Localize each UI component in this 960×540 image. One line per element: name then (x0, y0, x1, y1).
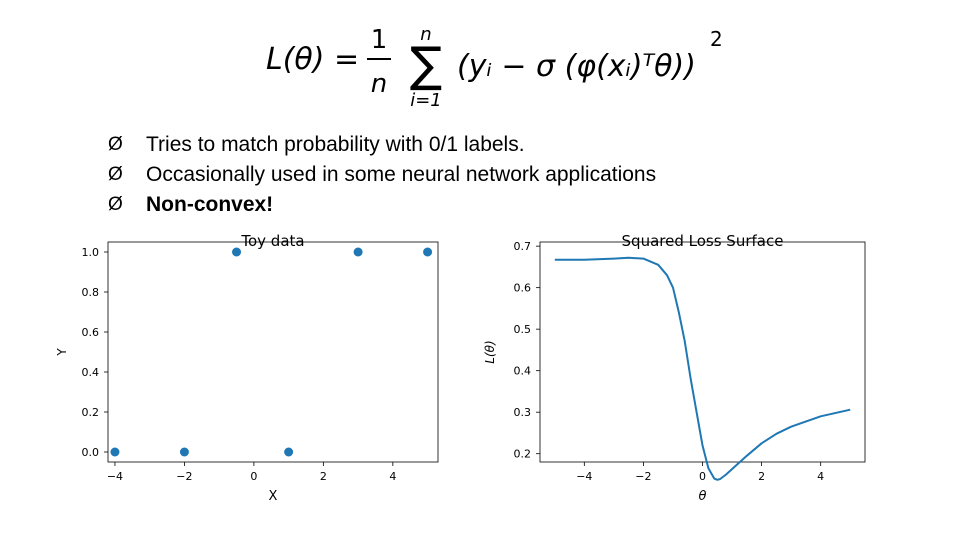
y-tick-label: 0.6 (514, 282, 532, 295)
formula-frac-den: n (371, 69, 387, 99)
formula-power: 2 (710, 27, 723, 51)
y-axis-label: Y (55, 348, 69, 357)
y-tick-label: 0.2 (82, 406, 100, 419)
x-tick-label: 0 (250, 470, 257, 483)
data-point (423, 247, 433, 257)
y-tick-label: 1.0 (82, 246, 100, 259)
data-point (110, 447, 120, 457)
y-axis-label: L(θ) (483, 340, 497, 363)
chart-title: Squared Loss Surface (622, 232, 784, 250)
bullet-text: Occasionally used in some neural network… (146, 163, 657, 186)
x-tick-label: −2 (635, 470, 651, 483)
arrow-bullet-icon: Ø (108, 134, 123, 155)
data-point (232, 247, 242, 257)
y-tick-label: 0.6 (82, 326, 100, 339)
x-tick-label: 2 (320, 470, 327, 483)
y-tick-label: 0.8 (82, 286, 100, 299)
x-tick-label: 4 (389, 470, 396, 483)
y-tick-label: 0.0 (82, 446, 100, 459)
x-tick-label: −2 (176, 470, 192, 483)
data-point (179, 447, 189, 457)
y-tick-label: 0.2 (514, 448, 532, 461)
loss-curve-line (554, 256, 851, 481)
formula-frac-num: 1 (371, 25, 388, 55)
bullet-list: Ø Tries to match probability with 0/1 la… (108, 130, 808, 220)
arrow-bullet-icon: Ø (108, 164, 123, 185)
arrow-bullet-icon: Ø (108, 194, 123, 215)
bullet-item: Ø Occasionally used in some neural netwo… (108, 160, 808, 190)
x-tick-label: 2 (758, 470, 765, 483)
y-tick-label: 0.4 (514, 365, 532, 378)
bullet-item: Ø Non-convex! (108, 190, 808, 220)
x-tick-label: −4 (576, 470, 592, 483)
plot-frame (539, 241, 866, 463)
x-tick-label: 4 (817, 470, 824, 483)
x-tick-label: 0 (699, 470, 706, 483)
data-point (284, 447, 294, 457)
chart-title: Toy data (240, 232, 304, 250)
x-axis-label: θ (699, 489, 707, 504)
y-tick-label: 0.7 (514, 240, 532, 253)
formula-sum-lower: i=1 (410, 90, 442, 111)
plot-frame (107, 241, 439, 463)
loss-formula: L(θ) = 1 n n ∑ i=1 (yᵢ − σ (φ(xᵢ)ᵀθ)) 2 (262, 14, 732, 114)
x-tick-label: −4 (107, 470, 123, 483)
formula-sum-upper: n (420, 24, 431, 45)
y-tick-label: 0.5 (514, 323, 532, 336)
x-axis-label: X (269, 489, 278, 504)
bullet-item: Ø Tries to match probability with 0/1 la… (108, 130, 808, 160)
y-tick-label: 0.4 (82, 366, 100, 379)
sum-sigma-icon: ∑ (410, 37, 442, 93)
formula-body: (yᵢ − σ (φ(xᵢ)ᵀθ)) (457, 49, 696, 84)
formula-lhs: L(θ) = (266, 42, 359, 77)
bullet-text: Tries to match probability with 0/1 labe… (146, 133, 525, 156)
data-point (353, 247, 363, 257)
y-tick-label: 0.3 (514, 406, 532, 419)
bullet-text: Non-convex! (146, 193, 274, 216)
